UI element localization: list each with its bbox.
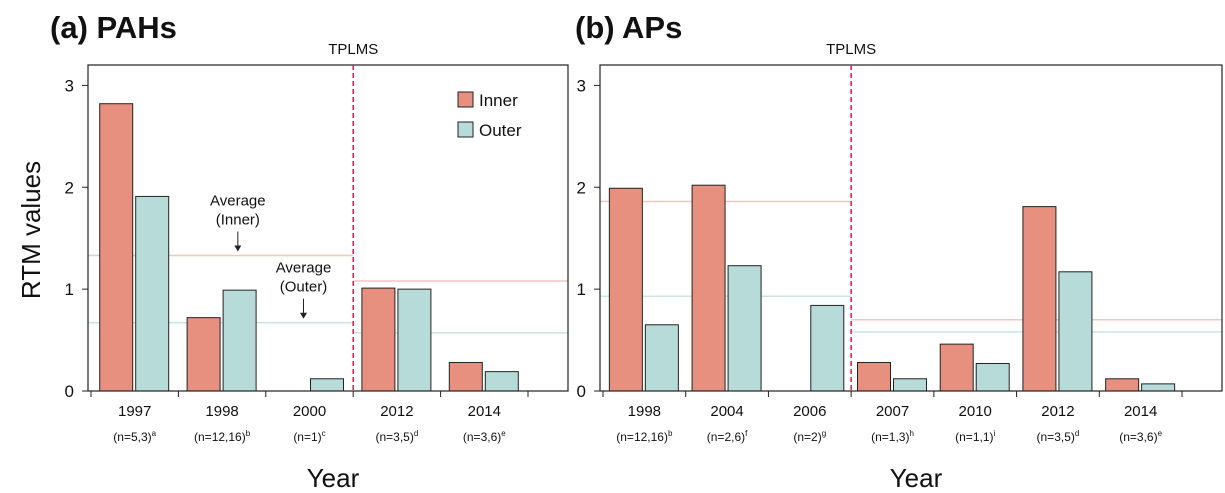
- panel-title: (b) APs: [575, 10, 682, 45]
- bar: [810, 304, 845, 392]
- bar: [484, 371, 519, 392]
- category-superscript: a: [152, 429, 157, 438]
- y-tick-label: 2: [65, 178, 74, 197]
- category-note-text: (n=12,16): [194, 430, 246, 444]
- category-note-text: (n=3,6): [463, 430, 501, 444]
- annotation-arrowhead: [300, 312, 307, 319]
- x-tick-label: 1998: [628, 403, 661, 420]
- legend-swatch: [457, 121, 474, 138]
- bar: [448, 361, 483, 392]
- category-note-text: (n=1,1): [955, 430, 993, 444]
- y-tick-label: 3: [577, 76, 586, 95]
- category-superscript: b: [668, 429, 673, 438]
- category-note-text: (n=2,6): [707, 430, 745, 444]
- category-note: (n=3,5)d: [375, 429, 418, 444]
- divider-label: TPLMS: [328, 41, 378, 58]
- plot-frame: [87, 64, 569, 392]
- category-note-text: (n=5,3): [113, 430, 151, 444]
- category-note: (n=12,16)b: [616, 429, 673, 444]
- y-tick-label: 1: [577, 280, 586, 299]
- bar: [857, 361, 891, 392]
- bar: [691, 184, 726, 392]
- category-superscript: i: [994, 429, 996, 438]
- category-note-text: (n=1): [293, 430, 321, 444]
- legend-swatch: [457, 91, 474, 108]
- annotation-text: Average: [210, 193, 266, 210]
- category-superscript: d: [414, 429, 418, 438]
- plot-frame: [599, 64, 1223, 392]
- category-note-text: (n=1,3): [871, 430, 909, 444]
- bar: [1022, 206, 1057, 392]
- category-superscript: h: [909, 429, 913, 438]
- legend-label: Inner: [479, 91, 518, 110]
- category-superscript: e: [501, 429, 506, 438]
- x-tick-label: 2012: [380, 403, 413, 420]
- x-tick-label: 2014: [1124, 403, 1157, 420]
- bar: [975, 362, 1010, 392]
- bar: [135, 195, 170, 392]
- bar: [939, 343, 974, 392]
- y-tick-label: 2: [577, 178, 586, 197]
- x-tick-label: 2012: [1041, 403, 1074, 420]
- x-tick-label: 2010: [959, 403, 992, 420]
- bar: [727, 265, 762, 392]
- bar: [310, 378, 344, 392]
- divider-label: TPLMS: [826, 41, 876, 58]
- annotation-text: (Outer): [280, 279, 328, 296]
- y-tick-label: 3: [65, 76, 74, 95]
- category-superscript: d: [1075, 429, 1079, 438]
- x-tick-label: 2007: [876, 403, 909, 420]
- category-superscript: f: [745, 429, 748, 438]
- bar: [608, 187, 643, 392]
- category-superscript: c: [322, 429, 326, 438]
- bar: [222, 289, 257, 392]
- category-note-text: (n=12,16): [616, 430, 668, 444]
- bar: [893, 378, 927, 392]
- x-tick-label: 2000: [293, 403, 326, 420]
- bar: [1105, 378, 1140, 392]
- x-axis-label: Year: [890, 463, 943, 493]
- x-tick-label: 1997: [118, 403, 151, 420]
- category-note-text: (n=3,6): [1119, 430, 1157, 444]
- category-note: (n=12,16)b: [194, 429, 251, 444]
- annotation-text: Average: [276, 260, 332, 277]
- bar: [361, 287, 396, 392]
- bar: [186, 317, 221, 392]
- category-superscript: b: [246, 429, 251, 438]
- category-note-text: (n=3,5): [375, 430, 413, 444]
- legend-label: Outer: [479, 121, 522, 140]
- category-note: (n=3,6)e: [1119, 429, 1162, 444]
- category-note: (n=1,3)h: [871, 429, 914, 444]
- bar: [644, 324, 679, 392]
- category-note: (n=3,6)e: [463, 429, 506, 444]
- y-tick-label: 0: [65, 382, 74, 401]
- y-axis-label: RTM values: [16, 161, 46, 299]
- x-tick-label: 2004: [710, 403, 743, 420]
- y-tick-label: 0: [577, 382, 586, 401]
- category-note: (n=1,1)i: [955, 429, 995, 444]
- bar: [397, 288, 432, 392]
- category-note-text: (n=2): [793, 430, 821, 444]
- x-tick-label: 2014: [468, 403, 501, 420]
- annotation-arrowhead: [234, 245, 242, 252]
- bar: [99, 103, 134, 392]
- category-superscript: g: [822, 429, 826, 438]
- category-note: (n=1)c: [293, 429, 325, 444]
- category-note: (n=5,3)a: [113, 429, 156, 444]
- category-superscript: e: [1158, 429, 1163, 438]
- category-note: (n=2,6)f: [707, 429, 748, 444]
- x-tick-label: 2006: [793, 403, 826, 420]
- x-tick-label: 1998: [205, 403, 238, 420]
- x-axis-label: Year: [307, 463, 360, 493]
- category-note: (n=3,5)d: [1037, 429, 1080, 444]
- category-note: (n=2)g: [793, 429, 826, 444]
- bar: [1141, 383, 1176, 392]
- category-note-text: (n=3,5): [1037, 430, 1075, 444]
- y-tick-label: 1: [65, 280, 74, 299]
- annotation-text: (Inner): [216, 212, 260, 229]
- panel-title: (a) PAHs: [50, 10, 177, 45]
- bar: [1058, 271, 1093, 392]
